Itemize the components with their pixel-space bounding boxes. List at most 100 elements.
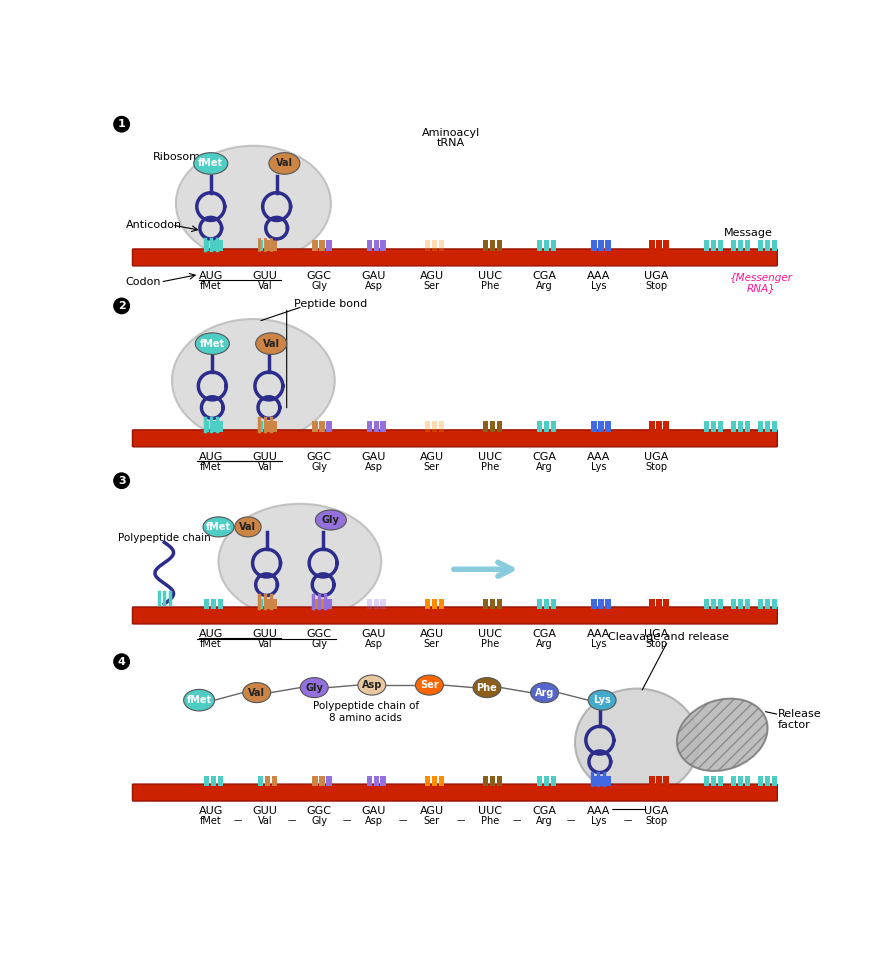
Text: Stop: Stop [645,816,667,827]
Text: Arg: Arg [536,462,553,472]
FancyBboxPatch shape [272,240,277,251]
Text: Gly: Gly [312,639,327,650]
Text: CGA: CGA [532,807,556,816]
Text: GGC: GGC [307,807,332,816]
Ellipse shape [575,689,699,796]
Ellipse shape [243,683,271,702]
FancyBboxPatch shape [717,240,723,251]
FancyBboxPatch shape [737,240,744,251]
Text: CGA: CGA [532,629,556,639]
FancyBboxPatch shape [772,776,777,787]
FancyBboxPatch shape [380,599,386,609]
FancyBboxPatch shape [649,422,655,432]
Text: —: — [234,816,242,826]
Text: Asp: Asp [364,816,383,827]
Text: UUC: UUC [478,629,502,639]
FancyBboxPatch shape [265,422,270,432]
FancyBboxPatch shape [649,240,655,251]
FancyBboxPatch shape [656,240,662,251]
FancyBboxPatch shape [649,599,655,609]
Text: RNA}: RNA} [746,283,775,293]
FancyBboxPatch shape [496,599,502,609]
Text: GUU: GUU [253,452,277,462]
FancyBboxPatch shape [765,240,770,251]
FancyBboxPatch shape [258,422,263,432]
FancyBboxPatch shape [438,776,444,787]
FancyBboxPatch shape [737,776,744,787]
Text: AGU: AGU [420,452,444,462]
Text: GGC: GGC [307,271,332,282]
Text: Val: Val [263,338,280,349]
FancyBboxPatch shape [737,599,744,609]
FancyBboxPatch shape [598,422,604,432]
Text: Ser: Ser [423,462,440,472]
FancyBboxPatch shape [591,776,597,787]
FancyBboxPatch shape [217,422,224,432]
Text: Stop: Stop [645,282,667,291]
FancyBboxPatch shape [204,776,209,787]
Text: Release
factor: Release factor [778,709,822,730]
Text: Val: Val [258,639,272,650]
Text: Asp: Asp [364,639,383,650]
Text: AAA: AAA [587,452,610,462]
FancyBboxPatch shape [367,240,372,251]
Text: Val: Val [258,282,272,291]
Text: Lys: Lys [590,462,606,472]
Text: Asp: Asp [364,462,383,472]
Text: Gly: Gly [312,816,327,827]
Ellipse shape [315,510,347,530]
FancyBboxPatch shape [730,599,737,609]
FancyBboxPatch shape [496,776,502,787]
Circle shape [114,473,129,489]
FancyBboxPatch shape [765,422,770,432]
FancyBboxPatch shape [438,776,444,787]
FancyBboxPatch shape [744,599,750,609]
Text: 4: 4 [118,656,126,667]
FancyBboxPatch shape [326,776,332,787]
FancyBboxPatch shape [425,776,430,787]
FancyBboxPatch shape [367,599,372,609]
FancyBboxPatch shape [551,776,556,787]
FancyBboxPatch shape [319,422,325,432]
Text: Phe: Phe [480,639,499,650]
Ellipse shape [218,504,381,619]
FancyBboxPatch shape [496,422,502,432]
Text: Phe: Phe [480,282,499,291]
FancyBboxPatch shape [380,776,386,787]
FancyBboxPatch shape [758,776,763,787]
FancyBboxPatch shape [664,422,669,432]
FancyBboxPatch shape [605,240,611,251]
Ellipse shape [184,690,215,711]
Text: Arg: Arg [536,816,553,827]
FancyBboxPatch shape [490,599,495,609]
FancyBboxPatch shape [704,422,709,432]
FancyBboxPatch shape [319,599,325,609]
Ellipse shape [256,332,287,354]
Text: Phe: Phe [480,816,499,827]
Circle shape [114,654,129,670]
Text: Codon: Codon [126,277,161,287]
FancyBboxPatch shape [649,776,655,787]
FancyBboxPatch shape [431,422,437,432]
FancyBboxPatch shape [711,240,716,251]
Text: Stop: Stop [645,639,667,650]
FancyBboxPatch shape [730,776,737,787]
FancyBboxPatch shape [431,776,437,787]
FancyBboxPatch shape [431,240,437,251]
FancyBboxPatch shape [591,422,597,432]
FancyBboxPatch shape [711,776,716,787]
FancyBboxPatch shape [133,430,777,446]
Text: tRNA: tRNA [437,138,465,148]
Text: AGU: AGU [420,807,444,816]
Text: Arg: Arg [536,639,553,650]
FancyBboxPatch shape [367,422,372,432]
Text: GGC: GGC [307,452,332,462]
Ellipse shape [531,683,559,702]
Text: Val: Val [258,816,272,827]
Text: AUG: AUG [199,452,223,462]
Text: Polypeptide chain of
8 amino acids: Polypeptide chain of 8 amino acids [312,701,419,722]
FancyBboxPatch shape [217,776,224,787]
FancyBboxPatch shape [425,422,430,432]
FancyBboxPatch shape [490,240,495,251]
Circle shape [114,298,129,313]
